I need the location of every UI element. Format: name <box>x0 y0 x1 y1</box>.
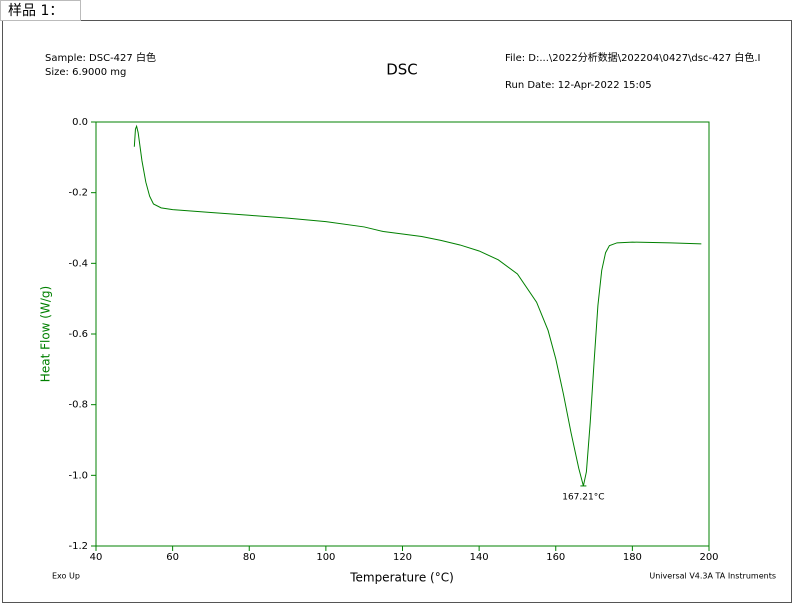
x-tick-label: 100 <box>316 552 335 563</box>
y-tick-label: 0.0 <box>72 117 88 128</box>
x-tick-label: 120 <box>393 552 412 563</box>
y-tick-label: -0.4 <box>68 258 88 269</box>
y-tick-label: -1.0 <box>68 470 88 481</box>
data-line <box>133 124 702 487</box>
y-tick-label: -0.2 <box>68 188 88 199</box>
x-tick-label: 140 <box>470 552 489 563</box>
footer: Exo Up <box>52 572 80 581</box>
x-axis-label: Temperature (°C) <box>349 571 454 585</box>
info: File: D:...\2022分析数据\202204\0427\dsc-427… <box>505 51 761 64</box>
footer: Universal V4.3A TA Instruments <box>649 572 776 581</box>
y-tick-label: -0.6 <box>68 329 88 340</box>
x-tick-label: 40 <box>90 552 103 563</box>
x-tick-label: 160 <box>546 552 565 563</box>
chart-title: DSC <box>386 61 418 79</box>
caption: 样品 1： <box>8 3 63 19</box>
x-tick-label: 200 <box>699 552 718 563</box>
plot-border <box>95 121 710 547</box>
info: Run Date: 12-Apr-2022 15:05 <box>505 80 652 91</box>
y-tick-label: -0.8 <box>68 400 88 411</box>
frame <box>2 20 792 603</box>
info: Size: 6.9000 mg <box>45 67 126 78</box>
x-tick-label: 180 <box>623 552 642 563</box>
annotation: 167.21°C <box>562 492 604 502</box>
caption-box <box>0 0 81 21</box>
info: Sample: DSC-427 白色 <box>45 51 156 64</box>
x-tick-label: 80 <box>243 552 256 563</box>
x-tick-label: 60 <box>166 552 179 563</box>
y-tick-label: -1.2 <box>68 541 88 552</box>
y-axis-label: Heat Flow (W/g) <box>39 286 53 382</box>
